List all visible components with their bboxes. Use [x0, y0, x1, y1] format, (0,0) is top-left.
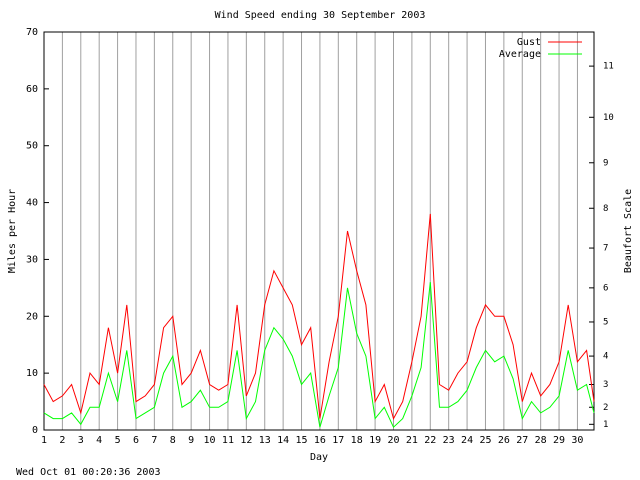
x-tick-label: 2	[59, 435, 65, 446]
x-tick-label: 15	[296, 435, 308, 446]
x-tick-label: 13	[259, 435, 271, 446]
x-tick-label: 27	[516, 435, 528, 446]
x-tick-label: 24	[461, 435, 473, 446]
y2-tick-label: 3	[603, 380, 608, 390]
x-tick-label: 5	[115, 435, 121, 446]
x-tick-label: 1	[41, 435, 47, 446]
y-tick-label: 40	[26, 198, 38, 209]
y2-tick-label: 7	[603, 244, 608, 254]
y2-tick-label: 10	[603, 113, 614, 123]
x-tick-label: 7	[151, 435, 157, 446]
legend-label: Gust	[517, 37, 541, 48]
y2-tick-label: 5	[603, 317, 608, 327]
plot-frame	[43, 31, 595, 431]
y2-tick-label: 9	[603, 158, 608, 168]
x-tick-label: 20	[387, 435, 399, 446]
y2-tick-label: 11	[603, 62, 614, 72]
x-tick-label: 18	[351, 435, 363, 446]
x-tick-label: 9	[188, 435, 194, 446]
x-tick-label: 14	[277, 435, 289, 446]
x-tick-label: 21	[406, 435, 418, 446]
chart-title: Wind Speed ending 30 September 2003	[215, 10, 426, 21]
x-tick-label: 19	[369, 435, 381, 446]
x-tick-label: 23	[443, 435, 455, 446]
y-tick-label: 50	[26, 141, 38, 152]
y-tick-label: 30	[26, 254, 38, 265]
x-tick-label: 16	[314, 435, 326, 446]
x-tick-label: 3	[78, 435, 84, 446]
x-tick-label: 25	[479, 435, 491, 446]
footer: Wed Oct 01 00:20:36 2003	[16, 467, 161, 478]
x-tick-label: 30	[571, 435, 583, 446]
series-line	[43, 213, 595, 420]
x-tick-label: 26	[498, 435, 510, 446]
x-tick-label: 10	[204, 435, 216, 446]
x-tick-label: 6	[133, 435, 139, 446]
x-tick-label: 22	[424, 435, 436, 446]
series-line	[43, 282, 595, 429]
y-tick-label: 20	[26, 311, 38, 322]
x-tick-label: 4	[96, 435, 102, 446]
x-tick-label: 8	[170, 435, 176, 446]
x-tick-label: 17	[332, 435, 344, 446]
x-tick-label: 28	[535, 435, 547, 446]
y2-tick-label: 8	[603, 204, 608, 214]
x-tick-label: 12	[240, 435, 252, 446]
y2-tick-label: 6	[603, 283, 608, 293]
y2-axis-label: Beaufort Scale	[623, 189, 634, 273]
y-tick-label: 0	[32, 425, 38, 436]
y-axis-label: Miles per Hour	[7, 189, 18, 273]
y-tick-label: 10	[26, 368, 38, 379]
x-tick-label: 29	[553, 435, 565, 446]
y-tick-label: 70	[26, 27, 38, 38]
y-tick-label: 60	[26, 84, 38, 95]
y2-tick-label: 4	[603, 352, 608, 362]
legend-label: Average	[499, 49, 541, 60]
x-tick-label: 11	[222, 435, 234, 446]
y2-tick-label: 1	[603, 420, 608, 430]
y2-tick-label: 2	[603, 403, 608, 413]
x-axis-label: Day	[310, 452, 328, 463]
